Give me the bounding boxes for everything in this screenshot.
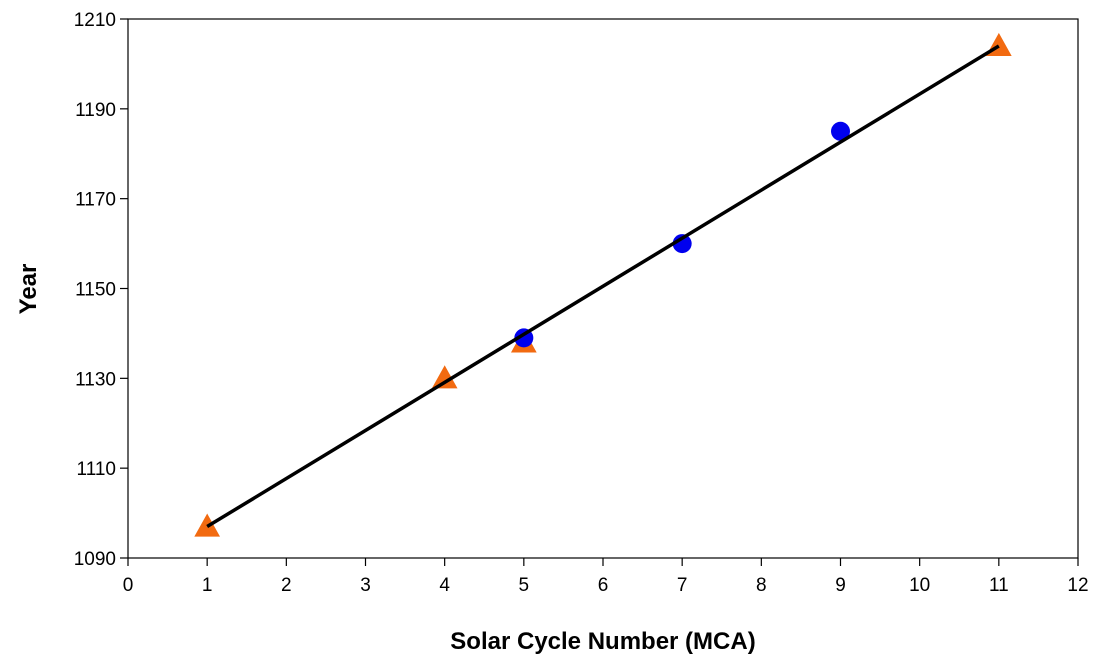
y-tick-label: 1150: [75, 280, 116, 301]
plot-area-frame: [127, 18, 1079, 559]
x-tick-label: 6: [598, 575, 609, 596]
x-tick-label: 1: [202, 575, 213, 596]
y-tick-label: 1190: [75, 100, 116, 121]
fit-line: [206, 44, 1000, 529]
y-tick-label: 1090: [74, 549, 116, 570]
x-tick-label: 12: [1067, 575, 1088, 596]
x-tick-label: 10: [909, 575, 930, 596]
circle-point: [672, 234, 692, 254]
y-tick-label: 1170: [75, 190, 116, 211]
y-tick-label: 1110: [77, 459, 116, 480]
data-marks: [194, 32, 1012, 537]
x-tick-label: 0: [123, 575, 134, 596]
x-tick-label: 9: [835, 575, 846, 596]
y-tick-label: 1130: [75, 369, 116, 390]
x-axis-title: Solar Cycle Number (MCA): [450, 628, 755, 655]
x-axis-ticks: 0 1 2 3 4 5 6 7 8 9 10 11 12: [123, 558, 1089, 596]
x-tick-label: 4: [439, 575, 450, 596]
circle-point: [831, 121, 850, 141]
x-tick-label: 8: [756, 575, 767, 596]
x-tick-label: 11: [989, 575, 1009, 596]
y-axis-ticks: 1090 1110 1130 1150 1170 1190 1210: [74, 10, 128, 570]
x-tick-label: 7: [677, 575, 688, 596]
x-tick-label: 5: [519, 575, 530, 596]
y-tick-label: 1210: [74, 10, 116, 31]
x-tick-label: 3: [360, 575, 371, 596]
x-tick-label: 2: [281, 575, 292, 596]
y-axis-title: Year: [15, 264, 42, 315]
